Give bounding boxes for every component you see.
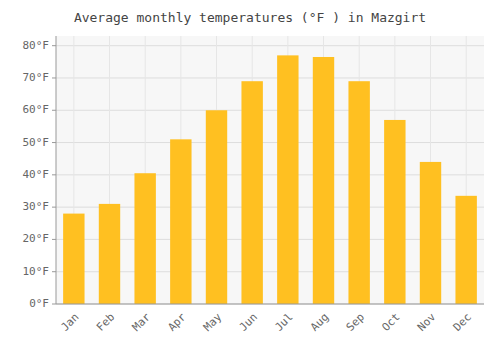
y-tick-label: 10°F xyxy=(23,265,50,278)
bar xyxy=(455,196,476,304)
y-axis-line xyxy=(56,36,57,304)
y-tick-label: 20°F xyxy=(23,232,50,245)
x-tick-label: Jun xyxy=(237,311,260,334)
bar xyxy=(134,173,155,304)
chart-container: 0°F 10°F 20°F 30°F 40°F 50°F 60°F 70°F 80°F Jan Fe… xyxy=(0,0,500,350)
y-tick xyxy=(52,142,56,143)
bar xyxy=(348,81,369,304)
x-tick-label: May xyxy=(201,310,225,334)
y-tick xyxy=(52,45,56,46)
page: Chart html, body { margin: 0; padding: 0… xyxy=(0,0,500,350)
y-tick xyxy=(52,304,56,305)
y-tick xyxy=(52,271,56,272)
bar xyxy=(241,81,262,304)
y-tick-label: 80°F xyxy=(23,39,50,52)
y-tick-label: 0°F xyxy=(29,297,49,310)
y-tick xyxy=(52,77,56,78)
bar xyxy=(313,57,334,304)
x-tick-label: Oct xyxy=(379,311,402,334)
bar xyxy=(170,139,191,304)
bar xyxy=(99,204,120,304)
bars xyxy=(63,55,477,304)
y-tick xyxy=(52,110,56,111)
x-axis-line xyxy=(56,304,484,305)
bar xyxy=(206,110,227,304)
x-tick-label: Nov xyxy=(415,310,439,334)
x-tick-label: Feb xyxy=(94,311,117,334)
chart: 0°F 10°F 20°F 30°F 40°F 50°F 60°F 70°F 80°F Jan Fe… xyxy=(0,0,500,350)
y-grid-line xyxy=(56,110,484,111)
y-tick xyxy=(52,239,56,240)
bar xyxy=(63,214,84,304)
y-tick-label: 50°F xyxy=(23,136,50,149)
x-tick-label: Aug xyxy=(308,311,331,334)
page-body: {"chart_data": {"type": "bar", "title": … xyxy=(0,0,500,350)
y-tick xyxy=(52,174,56,175)
y-tick xyxy=(52,207,56,208)
y-tick-label: 40°F xyxy=(23,168,50,181)
y-grid-line xyxy=(56,142,484,143)
y-tick-label: 60°F xyxy=(23,103,50,116)
x-tick-label: Apr xyxy=(165,310,189,334)
bar xyxy=(420,162,441,304)
x-tick-label: Jan xyxy=(58,311,81,334)
y-grid-line xyxy=(56,45,484,46)
grid xyxy=(56,36,484,304)
title: Average monthly temperatures (°F ) in Ma… xyxy=(74,10,426,25)
x-tick-label: Sep xyxy=(344,311,367,334)
bar xyxy=(384,120,405,304)
x-tick-label: Dec xyxy=(451,311,474,334)
y-grid-line xyxy=(56,304,484,305)
x-ticks: Jan Feb Mar Apr May Jun Jul Aug Sep Oct Nov Dec xyxy=(58,310,474,334)
x-tick-label: Mar xyxy=(130,310,154,334)
y-ticks: 0°F 10°F 20°F 30°F 40°F 50°F 60°F 70°F 80°F xyxy=(23,39,57,310)
bar xyxy=(277,55,298,304)
y-tick-label: 70°F xyxy=(23,71,50,84)
y-tick-label: 30°F xyxy=(23,200,50,213)
x-tick-label: Jul xyxy=(272,311,295,334)
y-grid-line xyxy=(56,77,484,78)
plot-area xyxy=(56,36,484,304)
